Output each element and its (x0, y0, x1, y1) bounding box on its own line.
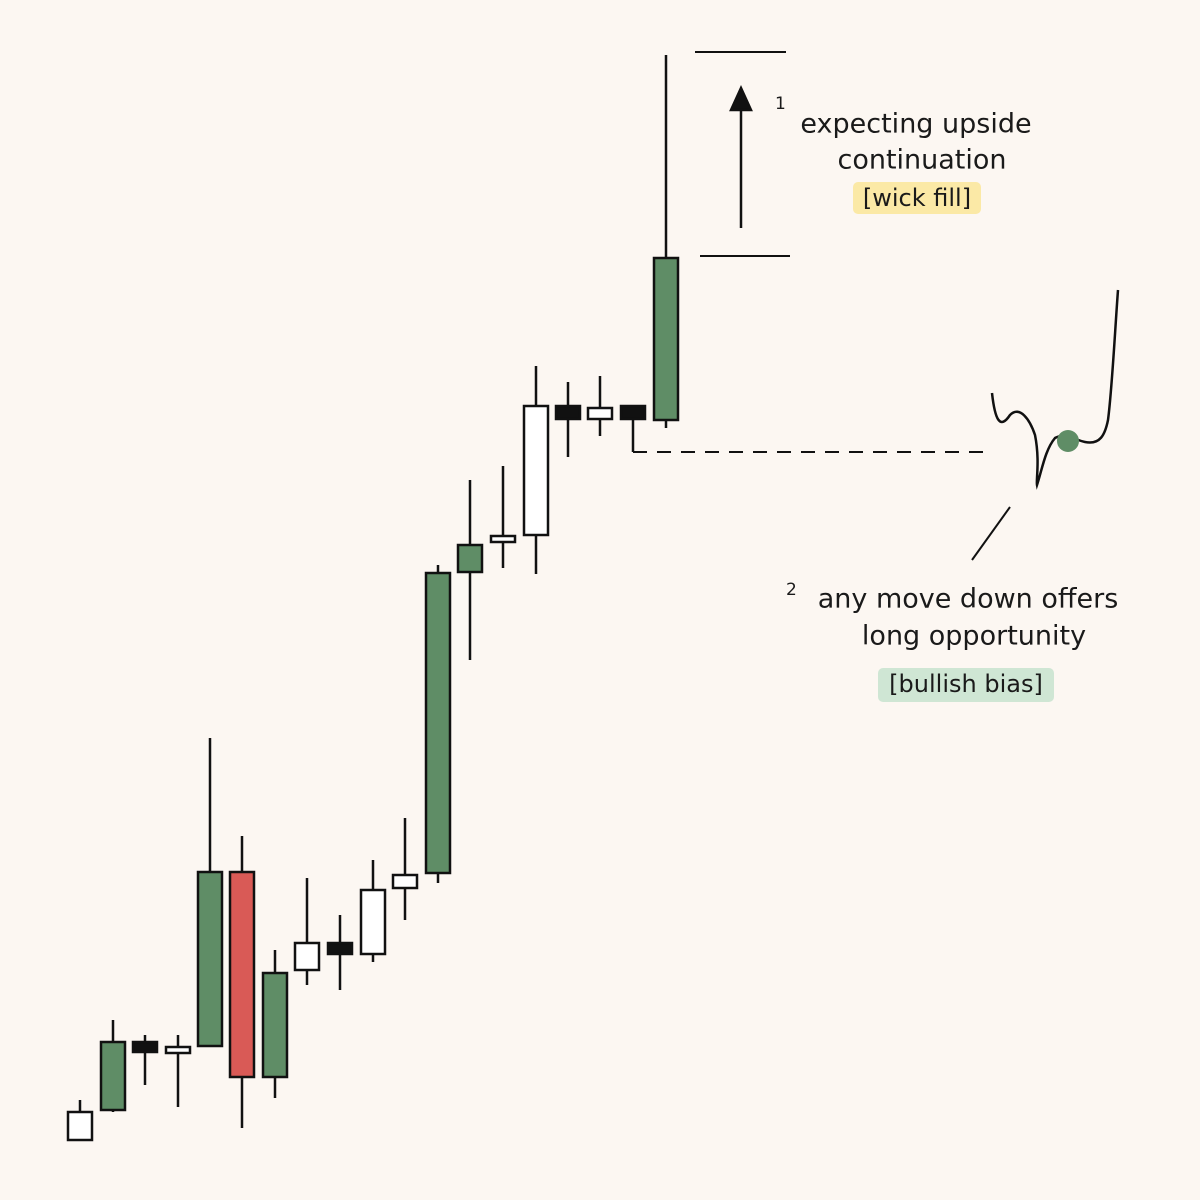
note-number: 1 (775, 94, 786, 114)
tag: [wick fill] (863, 184, 971, 212)
tag-background (853, 182, 981, 214)
candle (489, 534, 517, 544)
candle (164, 1045, 192, 1055)
candle (66, 1110, 94, 1142)
candle (424, 571, 452, 875)
candle (131, 1040, 159, 1054)
candle (326, 941, 354, 956)
candle (619, 404, 647, 421)
candle (652, 256, 680, 422)
candle (391, 873, 419, 890)
candle (228, 870, 256, 1079)
candle (293, 941, 321, 972)
pointer-line (971, 506, 1011, 561)
price-path-sketch (990, 289, 1120, 490)
note-text: long opportunity (862, 621, 1086, 652)
candle (522, 404, 550, 537)
note-text: any move down offers (818, 584, 1119, 615)
candle (586, 406, 614, 421)
candle (359, 888, 387, 956)
arrow-head (729, 84, 753, 112)
candle (99, 1040, 127, 1112)
tag-background (878, 668, 1054, 702)
candle (554, 404, 582, 421)
entry-dot (1057, 430, 1079, 452)
note-number: 2 (786, 580, 797, 600)
tag: [bullish bias] (889, 670, 1043, 698)
candles (66, 55, 680, 1142)
note-text: expecting upside (800, 109, 1031, 140)
candle (261, 971, 289, 1079)
candle (196, 870, 224, 1048)
note-text: continuation (837, 145, 1006, 176)
candle (456, 543, 484, 574)
